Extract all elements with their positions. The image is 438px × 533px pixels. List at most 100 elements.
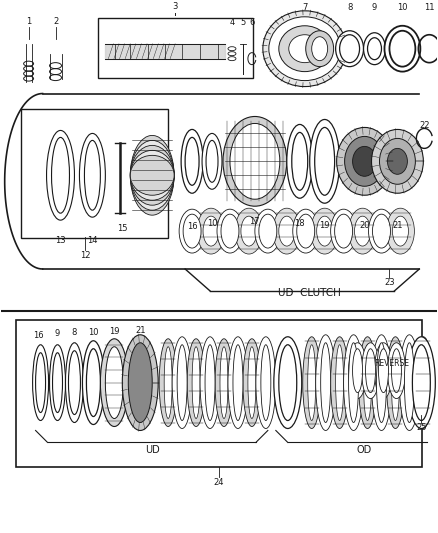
Ellipse shape bbox=[220, 347, 228, 418]
Ellipse shape bbox=[185, 138, 199, 185]
Text: 22: 22 bbox=[419, 121, 430, 130]
Ellipse shape bbox=[316, 335, 336, 431]
Ellipse shape bbox=[321, 343, 331, 423]
Text: 23: 23 bbox=[384, 278, 395, 287]
Ellipse shape bbox=[130, 150, 174, 200]
Text: 24: 24 bbox=[214, 478, 224, 487]
Ellipse shape bbox=[419, 345, 427, 421]
Ellipse shape bbox=[241, 216, 257, 246]
Ellipse shape bbox=[374, 343, 392, 399]
Ellipse shape bbox=[372, 214, 390, 248]
Ellipse shape bbox=[349, 343, 367, 399]
Bar bbox=[99, 18, 253, 78]
Ellipse shape bbox=[203, 216, 219, 246]
Ellipse shape bbox=[130, 135, 174, 215]
Ellipse shape bbox=[343, 335, 364, 431]
Ellipse shape bbox=[66, 343, 83, 423]
Ellipse shape bbox=[311, 208, 339, 254]
Ellipse shape bbox=[385, 26, 420, 71]
Ellipse shape bbox=[349, 343, 359, 423]
Ellipse shape bbox=[46, 131, 74, 220]
Ellipse shape bbox=[306, 31, 334, 67]
Text: 20: 20 bbox=[359, 221, 370, 230]
Ellipse shape bbox=[368, 209, 395, 253]
Ellipse shape bbox=[255, 209, 281, 253]
Ellipse shape bbox=[243, 339, 261, 426]
Ellipse shape bbox=[223, 117, 287, 206]
Text: 19: 19 bbox=[319, 221, 330, 230]
Ellipse shape bbox=[172, 337, 192, 429]
Ellipse shape bbox=[289, 35, 321, 63]
Text: 19: 19 bbox=[109, 327, 120, 336]
Ellipse shape bbox=[339, 35, 360, 63]
Ellipse shape bbox=[310, 119, 339, 203]
Ellipse shape bbox=[308, 345, 316, 421]
Ellipse shape bbox=[68, 351, 81, 415]
Ellipse shape bbox=[413, 345, 430, 421]
Ellipse shape bbox=[392, 345, 399, 421]
Text: 10: 10 bbox=[397, 3, 408, 12]
Ellipse shape bbox=[197, 208, 225, 254]
Text: 10: 10 bbox=[207, 219, 217, 228]
Ellipse shape bbox=[377, 343, 386, 423]
Text: 4: 4 bbox=[230, 18, 235, 27]
Ellipse shape bbox=[388, 148, 407, 174]
Ellipse shape bbox=[279, 26, 331, 71]
Ellipse shape bbox=[79, 133, 106, 217]
Text: 25: 25 bbox=[416, 423, 427, 432]
Ellipse shape bbox=[297, 214, 314, 248]
Text: 11: 11 bbox=[424, 3, 434, 12]
Ellipse shape bbox=[100, 339, 128, 426]
Text: 7: 7 bbox=[302, 3, 307, 12]
Ellipse shape bbox=[399, 335, 419, 431]
Ellipse shape bbox=[164, 347, 172, 418]
Ellipse shape bbox=[279, 216, 295, 246]
Ellipse shape bbox=[389, 31, 415, 67]
Ellipse shape bbox=[349, 208, 377, 254]
Text: 16: 16 bbox=[187, 222, 198, 231]
Ellipse shape bbox=[263, 11, 346, 86]
Text: 12: 12 bbox=[80, 251, 91, 260]
Ellipse shape bbox=[128, 343, 152, 423]
Text: 2: 2 bbox=[53, 17, 58, 26]
Ellipse shape bbox=[177, 345, 187, 421]
Ellipse shape bbox=[414, 337, 432, 429]
Ellipse shape bbox=[386, 337, 404, 429]
Ellipse shape bbox=[206, 140, 218, 182]
Ellipse shape bbox=[337, 127, 392, 195]
Bar bbox=[21, 109, 168, 238]
Ellipse shape bbox=[279, 345, 297, 421]
Text: 14: 14 bbox=[87, 236, 98, 245]
Text: 1: 1 bbox=[26, 17, 31, 26]
Text: 9: 9 bbox=[372, 3, 377, 12]
Ellipse shape bbox=[361, 343, 379, 399]
Ellipse shape bbox=[274, 337, 302, 429]
Ellipse shape bbox=[364, 345, 371, 421]
Ellipse shape bbox=[183, 214, 201, 248]
Ellipse shape bbox=[314, 127, 335, 195]
Ellipse shape bbox=[379, 139, 415, 184]
Ellipse shape bbox=[392, 216, 408, 246]
Ellipse shape bbox=[106, 347, 124, 418]
Ellipse shape bbox=[221, 214, 239, 248]
Ellipse shape bbox=[331, 337, 349, 429]
Ellipse shape bbox=[202, 133, 222, 189]
Ellipse shape bbox=[215, 339, 233, 426]
Ellipse shape bbox=[181, 130, 203, 193]
Bar bbox=[16, 320, 422, 467]
Text: 15: 15 bbox=[117, 224, 127, 232]
Ellipse shape bbox=[367, 38, 381, 60]
Text: UD  CLUTCH: UD CLUTCH bbox=[278, 288, 341, 298]
Ellipse shape bbox=[230, 124, 280, 199]
Ellipse shape bbox=[317, 216, 332, 246]
Ellipse shape bbox=[130, 146, 174, 205]
Text: 21: 21 bbox=[135, 326, 145, 335]
Text: 17: 17 bbox=[250, 216, 260, 225]
Ellipse shape bbox=[85, 140, 100, 210]
Ellipse shape bbox=[122, 335, 158, 431]
Ellipse shape bbox=[336, 31, 364, 67]
Ellipse shape bbox=[159, 339, 177, 426]
Ellipse shape bbox=[130, 155, 174, 195]
Ellipse shape bbox=[273, 208, 301, 254]
Ellipse shape bbox=[32, 345, 49, 421]
